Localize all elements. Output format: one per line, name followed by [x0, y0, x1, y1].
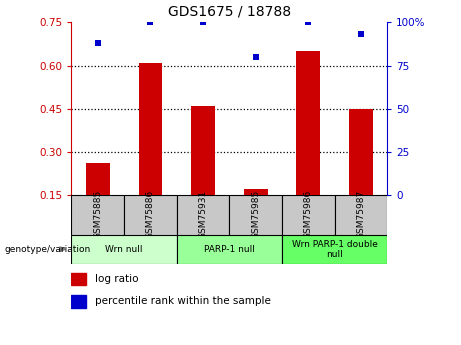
Point	[94, 40, 101, 46]
Bar	[86, 163, 110, 195]
Text: GSM75931: GSM75931	[199, 190, 207, 239]
Text: percentile rank within the sample: percentile rank within the sample	[95, 296, 271, 306]
Point	[199, 20, 207, 25]
Bar	[282, 195, 335, 235]
Text: Wrn null: Wrn null	[105, 245, 143, 254]
Bar	[124, 195, 177, 235]
Bar	[191, 106, 215, 195]
Title: GDS1675 / 18788: GDS1675 / 18788	[168, 4, 291, 19]
Bar	[229, 195, 282, 235]
Bar	[139, 63, 162, 195]
Bar	[282, 235, 387, 264]
Bar	[71, 235, 177, 264]
Bar	[177, 195, 229, 235]
Bar	[244, 189, 267, 195]
Text: GSM75886: GSM75886	[146, 190, 155, 239]
Bar	[71, 295, 86, 308]
Bar	[71, 273, 86, 285]
Point	[252, 54, 260, 60]
Text: PARP-1 null: PARP-1 null	[204, 245, 255, 254]
Text: GSM75986: GSM75986	[304, 190, 313, 239]
Text: log ratio: log ratio	[95, 274, 139, 284]
Text: GSM75987: GSM75987	[356, 190, 366, 239]
Bar	[296, 51, 320, 195]
Text: genotype/variation: genotype/variation	[5, 245, 91, 254]
Text: GSM75985: GSM75985	[251, 190, 260, 239]
Text: GSM75885: GSM75885	[93, 190, 102, 239]
Point	[357, 32, 365, 37]
Bar	[177, 235, 282, 264]
Bar	[71, 195, 124, 235]
Bar	[349, 109, 373, 195]
Bar	[335, 195, 387, 235]
Text: Wrn PARP-1 double
null: Wrn PARP-1 double null	[292, 239, 378, 259]
Point	[305, 20, 312, 25]
Point	[147, 20, 154, 25]
